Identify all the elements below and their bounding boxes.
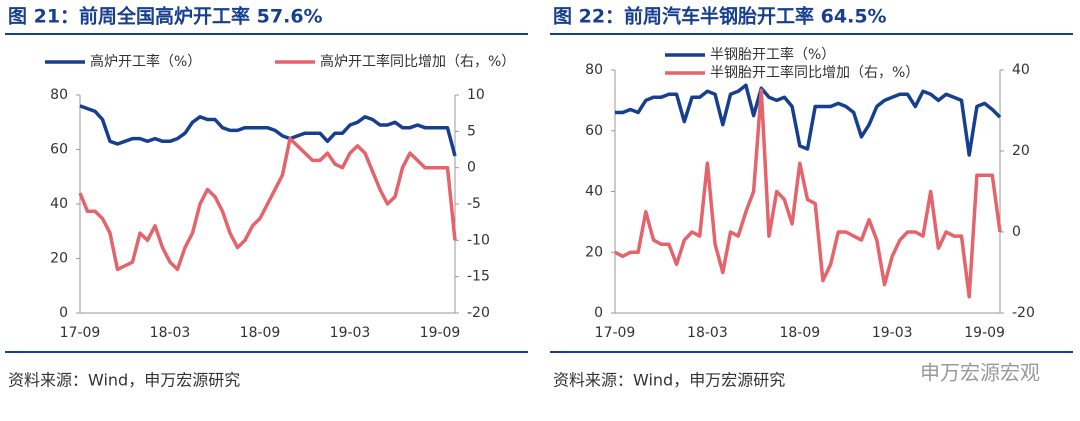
y-tick-label: 20 [50,251,68,267]
x-tick-label: 18-03 [150,325,191,341]
y2-tick-label: -20 [467,305,490,321]
series-line [614,88,1002,299]
y2-tick-label: 40 [1012,62,1030,78]
series-line [78,136,457,272]
y2-tick-label: 0 [467,160,476,176]
source: 资料来源：Wind，申万宏源研究 [553,371,785,390]
y-tick-label: 0 [594,305,603,321]
x-tick-label: 19-09 [964,325,1005,341]
y2-tick-label: 5 [467,123,476,139]
y-tick-label: 60 [585,123,603,139]
x-tick-label: 19-03 [330,325,371,341]
legend-label: 半钢胎开工率同比增加（右，%） [710,64,919,81]
x-tick-label: 18-03 [687,325,728,341]
y-tick-label: 80 [585,62,603,78]
y-tick-label: 40 [50,196,68,212]
series-line [615,83,1002,157]
x-tick-label: 17-09 [595,325,636,341]
x-tick-label: 19-03 [872,325,913,341]
y-tick-label: 0 [59,305,68,321]
y2-tick-label: -20 [1012,305,1035,321]
y-tick-label: 20 [585,244,603,260]
y-tick-label: 60 [50,142,68,158]
source: 资料来源：Wind，申万宏源研究 [8,371,240,390]
chart-title: 图 21：前周全国高炉开工率 57.6% [8,5,323,28]
y-tick-label: 40 [585,184,603,200]
x-tick-label: 17-09 [60,325,101,341]
chart-title: 图 22：前周汽车半钢胎开工率 64.5% [553,5,887,28]
x-tick-label: 18-09 [779,325,820,341]
watermark: 申万宏源宏观 [920,361,1040,385]
legend-label: 高炉开工率（%） [90,53,201,70]
legend-label: 半钢胎开工率（%） [710,46,835,63]
legend-label: 高炉开工率同比增加（右，%） [320,53,515,70]
y2-tick-label: -5 [467,196,481,212]
y-tick-label: 80 [50,87,68,103]
y2-tick-label: 10 [467,87,485,103]
y2-tick-label: 0 [1012,224,1021,240]
x-tick-label: 18-09 [240,325,281,341]
y2-tick-label: -10 [467,232,490,248]
series-line [79,104,457,157]
x-tick-label: 19-09 [420,325,461,341]
y2-tick-label: 20 [1012,143,1030,159]
y2-tick-label: -15 [467,269,490,285]
